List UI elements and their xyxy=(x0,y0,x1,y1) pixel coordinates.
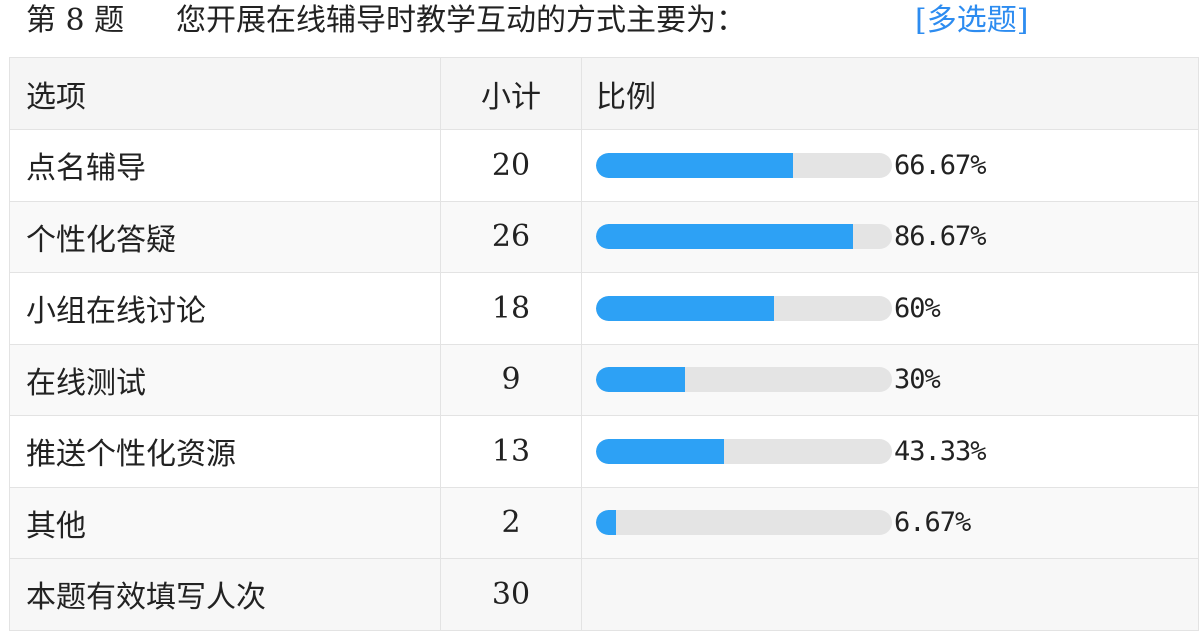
option-ratio: 86.67% xyxy=(581,200,1199,273)
table-row: 个性化答疑 26 86.67% xyxy=(9,200,1199,273)
table-row: 其他 2 6.67% xyxy=(9,486,1199,559)
option-ratio: 30% xyxy=(581,343,1199,416)
percent-label: 30% xyxy=(894,364,941,396)
option-count: 26 xyxy=(440,200,582,273)
table-header-row: 选项 小计 比例 xyxy=(9,57,1199,130)
total-ratio-empty xyxy=(581,558,1199,631)
percent-label: 86.67% xyxy=(894,221,987,253)
progress-bar-fill xyxy=(596,224,853,250)
progress-bar-track xyxy=(596,367,892,393)
progress-bar-fill xyxy=(596,295,774,321)
result-table: 选项 小计 比例 点名辅导 20 66.67% 个性化答疑 26 86.67% 小组在线讨论… xyxy=(9,57,1199,631)
option-label: 点名辅导 xyxy=(9,129,441,202)
header-option: 选项 xyxy=(9,57,441,130)
progress-bar-fill xyxy=(596,510,616,536)
option-ratio: 60% xyxy=(581,272,1199,345)
option-label: 在线测试 xyxy=(9,343,441,416)
question-number: 第 8 题 xyxy=(26,3,125,38)
progress-bar-fill xyxy=(596,438,725,464)
progress-bar-track xyxy=(596,152,892,178)
total-label: 本题有效填写人次 xyxy=(9,558,441,631)
option-ratio: 66.67% xyxy=(581,129,1199,202)
option-ratio: 43.33% xyxy=(581,415,1199,488)
progress-bar-track xyxy=(596,295,892,321)
progress-bar-track xyxy=(596,224,892,250)
option-label: 其他 xyxy=(9,486,441,559)
percent-label: 60% xyxy=(894,292,941,324)
progress-bar-fill xyxy=(596,367,685,393)
progress-bar-track xyxy=(596,510,892,536)
option-count: 2 xyxy=(440,486,582,559)
option-label: 个性化答疑 xyxy=(9,200,441,273)
option-label: 小组在线讨论 xyxy=(9,272,441,345)
percent-label: 6.67% xyxy=(894,507,971,539)
total-row: 本题有效填写人次 30 xyxy=(9,558,1199,631)
question-text: 您开展在线辅导时教学互动的方式主要为： xyxy=(176,3,746,38)
table-row: 推送个性化资源 13 43.33% xyxy=(9,415,1199,488)
question-header: 第 8 题 您开展在线辅导时教学互动的方式主要为： [多选题] xyxy=(0,0,1199,57)
total-count: 30 xyxy=(440,558,582,631)
table-row: 小组在线讨论 18 60% xyxy=(9,272,1199,345)
option-label: 推送个性化资源 xyxy=(9,415,441,488)
header-ratio: 比例 xyxy=(581,57,1199,130)
option-count: 13 xyxy=(440,415,582,488)
option-count: 20 xyxy=(440,129,582,202)
table-row: 点名辅导 20 66.67% xyxy=(9,129,1199,202)
option-count: 18 xyxy=(440,272,582,345)
question-type-badge: [多选题] xyxy=(915,3,1029,38)
progress-bar-track xyxy=(596,438,892,464)
header-count: 小计 xyxy=(440,57,582,130)
option-count: 9 xyxy=(440,343,582,416)
percent-label: 43.33% xyxy=(894,435,987,467)
table-row: 在线测试 9 30% xyxy=(9,343,1199,416)
percent-label: 66.67% xyxy=(894,149,987,181)
progress-bar-fill xyxy=(596,152,794,178)
option-ratio: 6.67% xyxy=(581,486,1199,559)
